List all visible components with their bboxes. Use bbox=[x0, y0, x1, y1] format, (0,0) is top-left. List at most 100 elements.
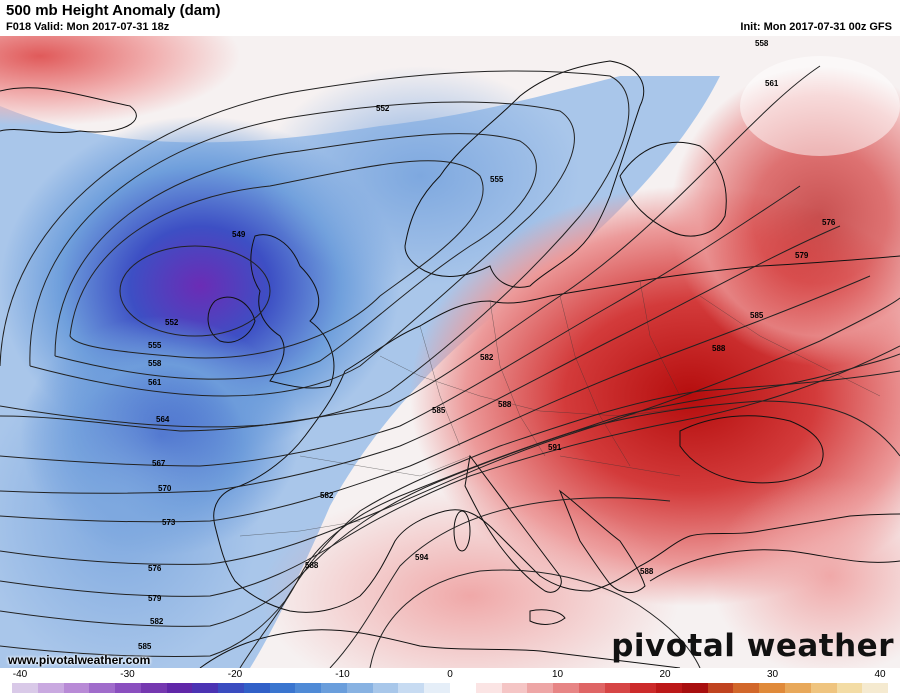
contour-label: 567 bbox=[152, 459, 166, 468]
colorbar-swatch bbox=[681, 683, 708, 693]
colorbar-tick-label: 30 bbox=[766, 669, 779, 680]
contour-label: 561 bbox=[765, 79, 779, 88]
contour-labels: 549 552 552 555 555 558 558 561 561 564 … bbox=[138, 39, 836, 651]
map-svg: 549 552 552 555 555 558 558 561 561 564 … bbox=[0, 36, 900, 668]
border-line bbox=[559, 295, 631, 467]
contour-label: 588 bbox=[305, 561, 319, 570]
colorbar-swatch bbox=[63, 683, 90, 693]
black-sea-coast bbox=[679, 415, 824, 484]
contour-579 bbox=[0, 345, 900, 597]
colorbar-swatch bbox=[475, 683, 502, 693]
scandinavia-shading bbox=[260, 66, 580, 286]
contour-label: 591 bbox=[548, 443, 562, 452]
colorbar-swatch bbox=[218, 683, 244, 693]
border-line bbox=[699, 295, 881, 397]
turkey-shading bbox=[710, 476, 900, 668]
contour-label: 588 bbox=[498, 400, 512, 409]
colorbar-tick-label: 10 bbox=[551, 669, 564, 680]
contour-label: 588 bbox=[640, 567, 654, 576]
colorbar-swatch bbox=[604, 683, 631, 693]
border-line bbox=[559, 455, 681, 477]
ireland-coast bbox=[207, 296, 256, 343]
contour-588 bbox=[239, 400, 900, 668]
colorbar-ticks: -40 -30 -20 -10 0 10 20 30 40 bbox=[0, 669, 900, 681]
contour-561 bbox=[0, 70, 630, 428]
britain-coast bbox=[250, 234, 335, 389]
header: 500 mb Height Anomaly (dam) F018 Valid: … bbox=[0, 0, 900, 36]
brand-logo: pivotal weather bbox=[611, 628, 894, 664]
contour-label: 588 bbox=[712, 344, 726, 353]
colorbar-swatches bbox=[12, 683, 889, 693]
contour-549 bbox=[119, 245, 271, 337]
atlantic-shading bbox=[0, 356, 260, 668]
contour-564 bbox=[0, 65, 821, 432]
contour-label: 579 bbox=[148, 594, 162, 603]
colorbar-swatch bbox=[295, 683, 322, 693]
colorbar-swatch bbox=[630, 683, 657, 693]
colorbar-swatch bbox=[527, 683, 554, 693]
colorbar-swatch bbox=[810, 683, 837, 693]
contour-552 bbox=[69, 160, 484, 359]
turkey-coast bbox=[649, 549, 900, 582]
border-line bbox=[639, 280, 681, 397]
colorbar: -40 -30 -20 -10 0 10 20 30 40 bbox=[0, 668, 900, 695]
colorbar-swatch bbox=[346, 683, 373, 693]
colorbar-swatch bbox=[37, 683, 64, 693]
contour-label: 576 bbox=[148, 564, 162, 573]
colorbar-swatch bbox=[450, 683, 476, 693]
colorbar-swatch bbox=[424, 683, 451, 693]
border-line bbox=[419, 325, 461, 447]
contour-591 bbox=[329, 497, 671, 668]
colorbar-swatch bbox=[501, 683, 528, 693]
border-line bbox=[239, 520, 361, 537]
contour-label: 585 bbox=[750, 311, 764, 320]
contour-570 bbox=[0, 225, 841, 494]
map-title: 500 mb Height Anomaly (dam) bbox=[6, 2, 221, 19]
colorbar-swatch bbox=[372, 683, 399, 693]
contour-label: 552 bbox=[165, 318, 179, 327]
colorbar-swatch bbox=[784, 683, 811, 693]
contour-594 bbox=[369, 569, 701, 668]
contour-label: 570 bbox=[158, 484, 172, 493]
colorbar-swatch bbox=[115, 683, 141, 693]
greenland-ridge-shading bbox=[0, 36, 240, 126]
border-line bbox=[489, 300, 546, 457]
colorbar-swatch bbox=[140, 683, 167, 693]
colorbar-swatch bbox=[12, 683, 38, 693]
contours bbox=[0, 65, 900, 668]
contour-582 bbox=[0, 353, 900, 627]
colorbar-swatch bbox=[733, 683, 760, 693]
colorbar-swatch bbox=[553, 683, 579, 693]
valid-time: F018 Valid: Mon 2017-07-31 18z bbox=[6, 21, 170, 33]
colorbar-tick-label: -30 bbox=[120, 669, 135, 680]
contour-label: 549 bbox=[232, 230, 246, 239]
colorbar-swatch bbox=[398, 683, 425, 693]
contour-label: 564 bbox=[156, 415, 170, 424]
finland-coast bbox=[619, 141, 727, 237]
arctic-neutral bbox=[740, 56, 900, 156]
colorbar-swatch bbox=[707, 683, 734, 693]
colorbar-swatch bbox=[578, 683, 605, 693]
contour-label: 555 bbox=[490, 175, 504, 184]
contour-label: 585 bbox=[432, 406, 446, 415]
anomaly-map: 549 552 552 555 555 558 558 561 561 564 … bbox=[0, 36, 900, 668]
contour-576 bbox=[0, 297, 900, 565]
contour-label: 579 bbox=[795, 251, 809, 260]
contour-573 bbox=[0, 275, 871, 523]
italy-coast bbox=[464, 454, 562, 593]
colorbar-swatch bbox=[836, 683, 863, 693]
contour-label: 573 bbox=[162, 518, 176, 527]
colorbar-swatch bbox=[243, 683, 270, 693]
contour-label: 558 bbox=[755, 39, 769, 48]
corsica-sardinia bbox=[453, 510, 471, 552]
contour-label: 582 bbox=[480, 353, 494, 362]
colorbar-tick-label: -20 bbox=[227, 669, 243, 680]
init-time: Init: Mon 2017-07-31 00z GFS bbox=[740, 21, 892, 33]
colorbar-swatch bbox=[656, 683, 682, 693]
mediterranean-north-coast bbox=[213, 370, 900, 613]
contour-label: 552 bbox=[376, 104, 390, 113]
contour-label: 561 bbox=[148, 378, 162, 387]
contour-585 bbox=[0, 370, 900, 657]
contour-558 bbox=[29, 101, 575, 397]
border-line bbox=[299, 455, 471, 477]
